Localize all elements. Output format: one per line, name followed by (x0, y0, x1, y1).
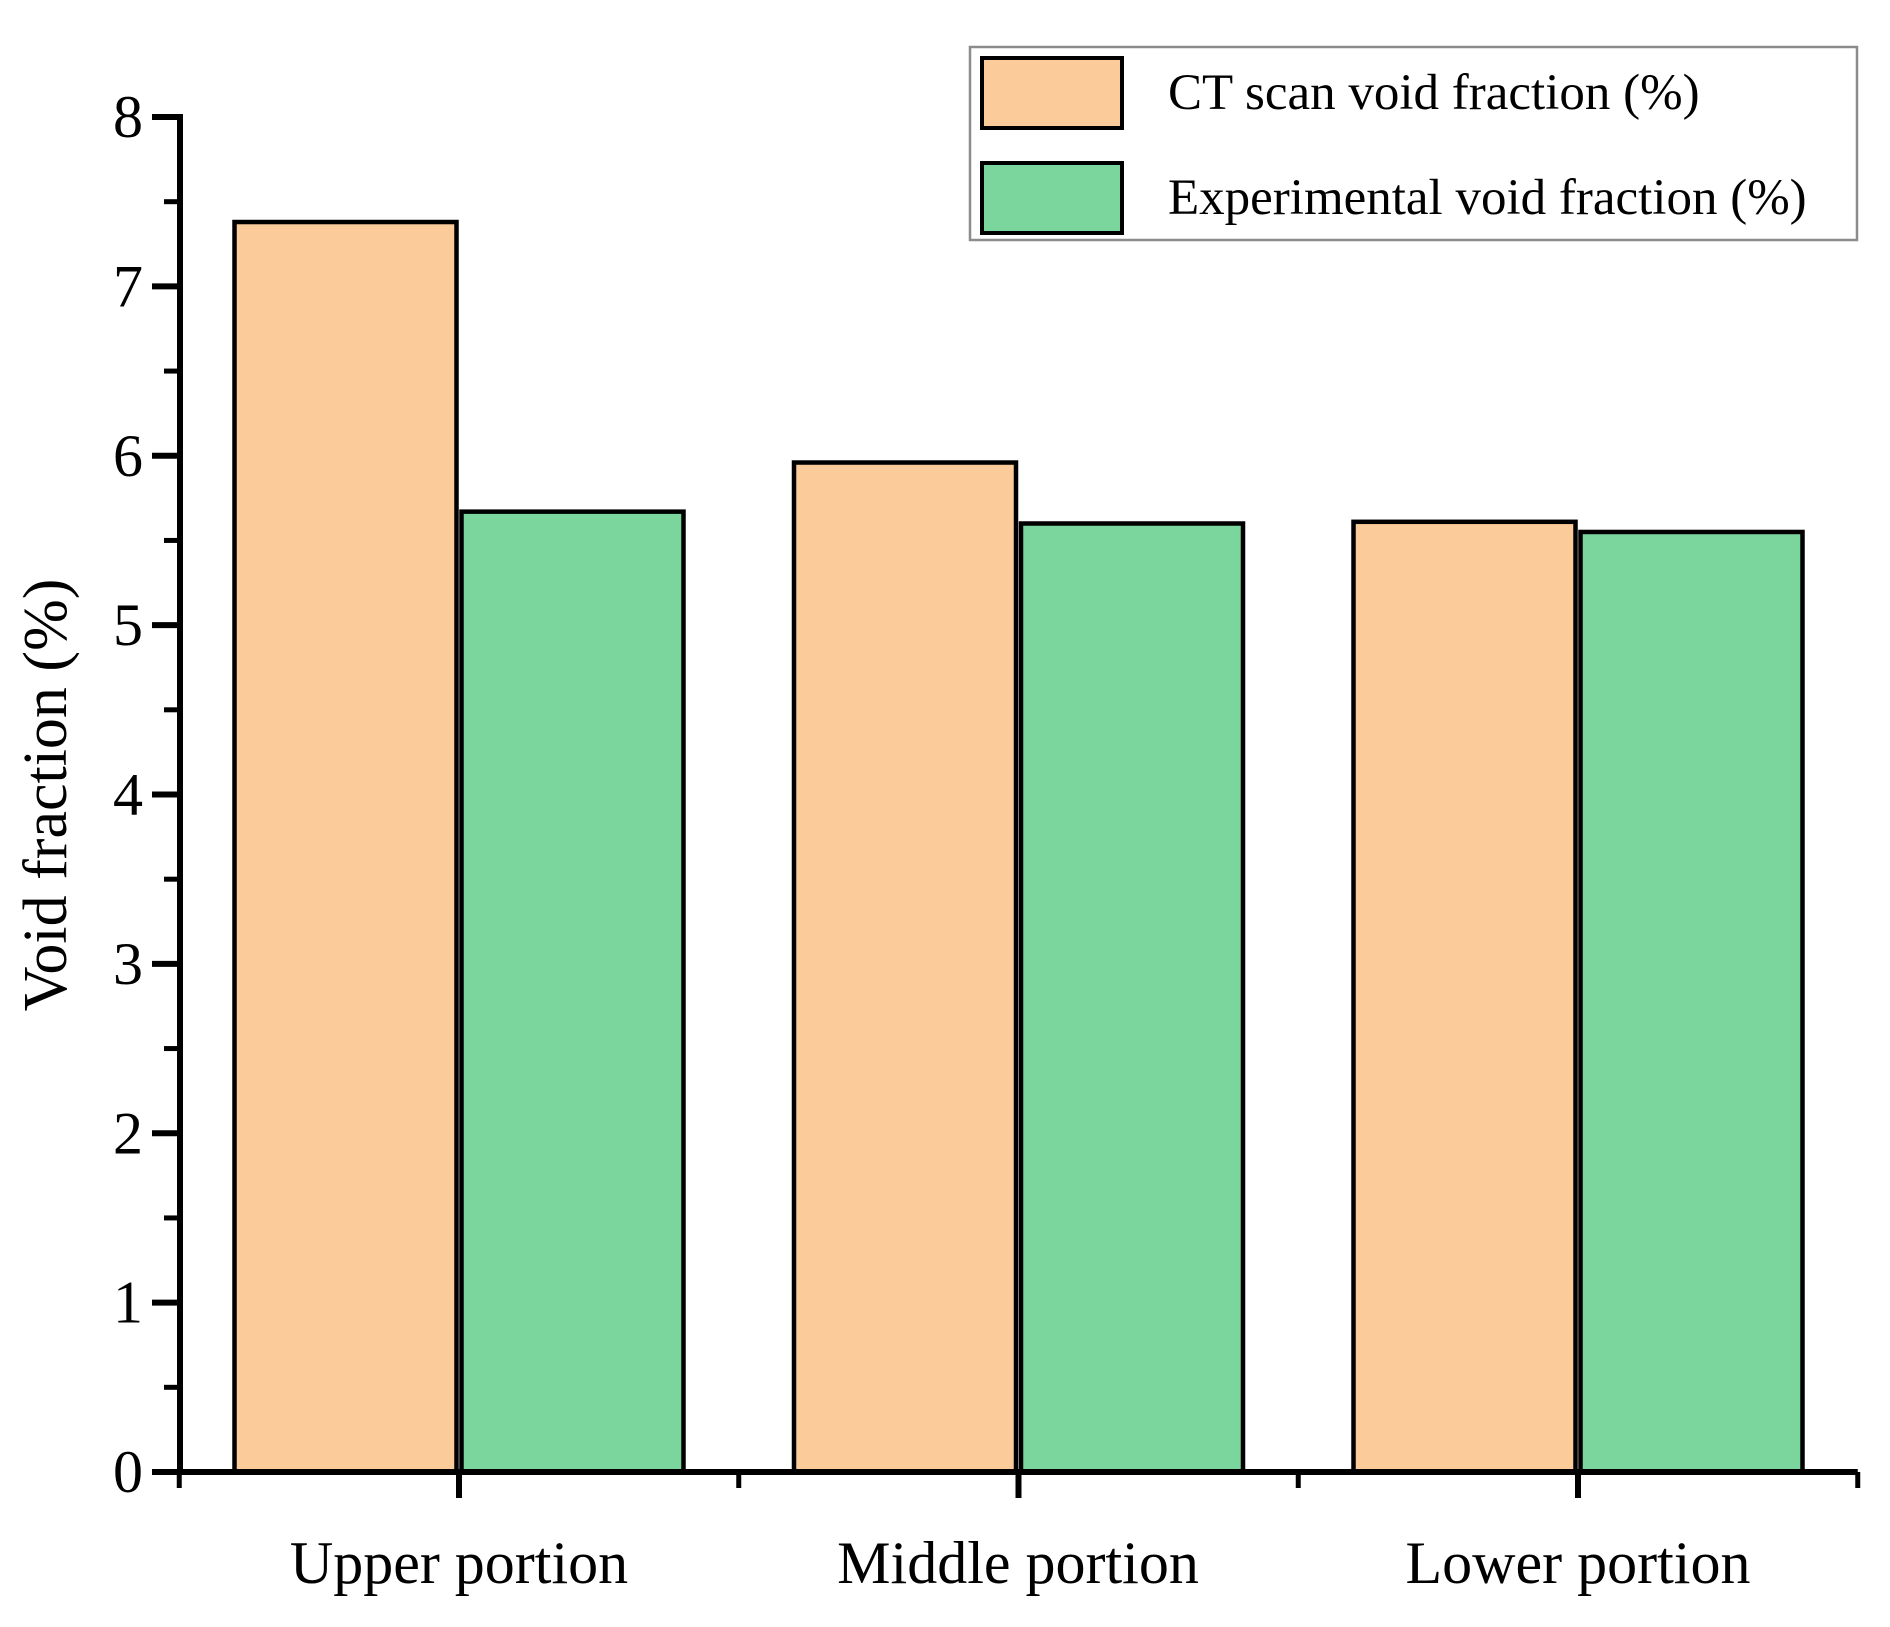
bars-layer (232, 219, 1805, 1475)
bar-series0-cat1 (791, 460, 1019, 1475)
y-tick-label: 1 (113, 1270, 143, 1336)
legend-label-ct-scan: CT scan void fraction (%) (1168, 65, 1700, 121)
y-axis-title: Void fraction (%) (12, 579, 80, 1012)
legend-swatch-experimental (980, 161, 1124, 235)
y-tick-label: 8 (113, 84, 143, 150)
legend-label-experimental: Experimental void fraction (%) (1168, 170, 1807, 226)
bar-series1-cat1 (1018, 521, 1246, 1475)
y-tick-label: 5 (113, 592, 143, 658)
y-axis-ticks (152, 114, 177, 1475)
y-tick-label: 6 (113, 423, 143, 489)
x-tick-label-lower-portion: Lower portion (1406, 1530, 1751, 1596)
bar-series0-cat2 (1351, 519, 1578, 1475)
y-tick-label: 2 (113, 1100, 143, 1166)
x-tick-label-upper-portion: Upper portion (290, 1530, 628, 1596)
legend: CT scan void fraction (%) Experimental v… (968, 45, 1859, 242)
y-tick-labels: 0 1 2 3 4 5 6 7 8 (113, 84, 143, 1505)
x-axis-ticks (176, 1472, 1861, 1498)
bar-series0-cat0 (232, 219, 459, 1475)
y-tick-label: 3 (113, 931, 143, 997)
x-tick-label-middle-portion: Middle portion (837, 1530, 1199, 1596)
bar-series1-cat0 (459, 509, 686, 1475)
y-tick-label: 0 (113, 1439, 143, 1505)
y-tick-label: 7 (113, 253, 143, 319)
legend-swatch-ct-scan (980, 56, 1124, 130)
bar-series1-cat2 (1578, 529, 1805, 1475)
y-tick-label: 4 (113, 762, 143, 828)
